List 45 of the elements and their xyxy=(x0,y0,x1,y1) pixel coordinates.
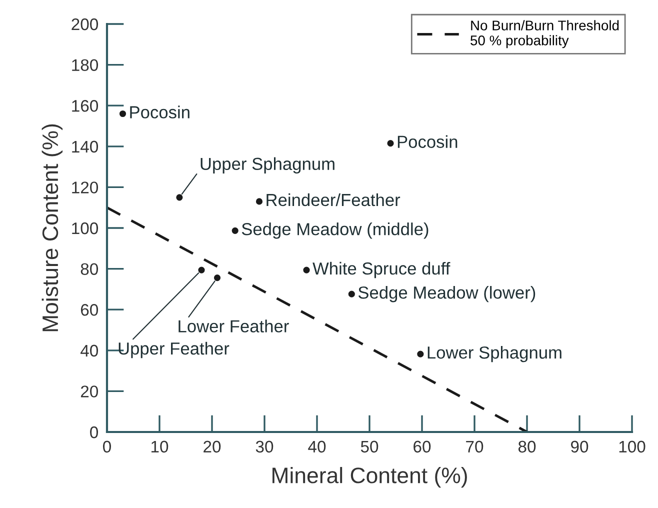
point xyxy=(303,266,310,274)
y-tick-label: 120 xyxy=(72,182,98,194)
y-tick-label: 60 xyxy=(80,304,98,316)
annotation: Lower Feather xyxy=(178,320,289,332)
point xyxy=(232,227,238,234)
x-tick-label: 0 xyxy=(103,440,111,453)
x-tick-label: 10 xyxy=(152,440,168,453)
y-tick-label: 20 xyxy=(80,386,98,398)
x-tick-label: 40 xyxy=(308,440,326,453)
point xyxy=(348,290,355,298)
annotation: Sedge Meadow (lower) xyxy=(358,286,536,302)
y-tick-label: 180 xyxy=(72,59,98,72)
y-tick-label: 0 xyxy=(90,426,98,438)
y-axis-title: Moisture Content (%) xyxy=(42,124,63,332)
x-tick-label: 20 xyxy=(204,440,221,453)
x-tick-label: 50 xyxy=(360,440,378,453)
annotation: Reindeer/Feather xyxy=(266,193,400,206)
annotation: Sedge Meadow (middle) xyxy=(242,222,428,239)
point xyxy=(417,350,424,358)
y-tick-label: 160 xyxy=(72,100,98,112)
annotation: White Spruce duff xyxy=(312,262,450,278)
y-tick-label: 80 xyxy=(80,263,98,276)
annotation: Upper Feather xyxy=(118,342,230,358)
y-tick-label: 40 xyxy=(80,344,98,357)
point xyxy=(119,110,126,118)
annotation: Pocosin xyxy=(130,106,190,118)
legend-label: No Burn/Burn Threshold 50 % probability xyxy=(470,20,619,48)
x-tick-label: 30 xyxy=(256,440,274,453)
y-tick-label: 200 xyxy=(72,18,98,30)
point xyxy=(387,140,394,147)
annotation: Pocosin xyxy=(398,135,458,148)
point xyxy=(198,266,205,274)
x-tick-label: 100 xyxy=(619,440,646,453)
x-tick-label: 80 xyxy=(518,440,536,453)
y-tick-label: 100 xyxy=(72,222,98,234)
annotation: Lower Sphagnum xyxy=(428,346,562,362)
x-axis-title: Mineral Content (%) xyxy=(272,466,467,488)
x-tick-label: 60 xyxy=(414,440,431,453)
point xyxy=(176,194,183,201)
point xyxy=(214,274,221,282)
point xyxy=(256,198,263,205)
y-tick-label: 140 xyxy=(72,140,98,153)
x-tick-label: 90 xyxy=(571,440,588,453)
annotation: Upper Sphagnum xyxy=(200,157,334,174)
x-tick-label: 70 xyxy=(466,440,484,453)
